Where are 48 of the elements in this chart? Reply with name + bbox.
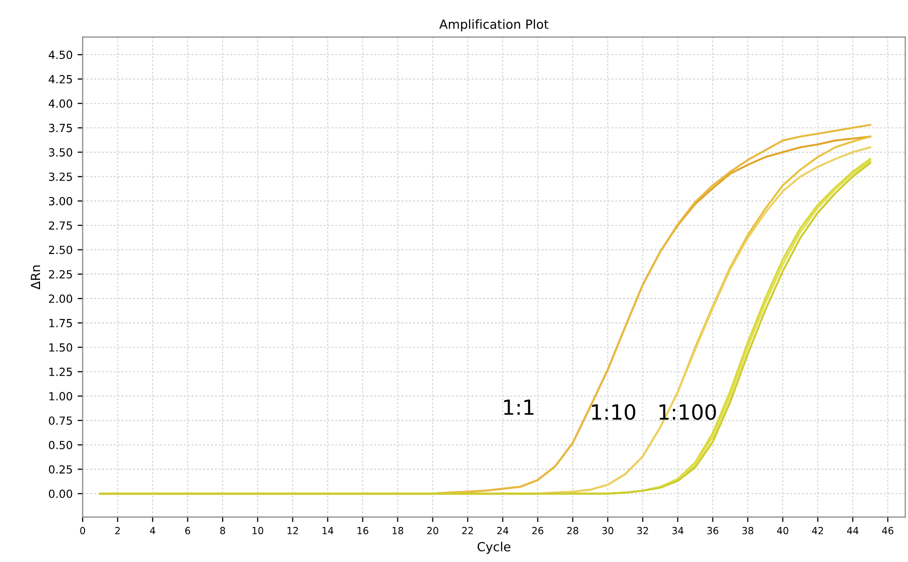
y-tick-label: 1.00 [49, 392, 72, 400]
y-tick-label: 2.75 [48, 221, 72, 230]
y-tick-label: 2.50 [48, 246, 72, 254]
annotation: 1:1 [504, 400, 534, 415]
x-tick-label: 14 [322, 527, 334, 534]
y-tick-label: 0.75 [48, 416, 72, 425]
x-tick-label: 36 [707, 526, 718, 534]
x-tick-label: 12 [288, 526, 298, 534]
x-tick-label: 18 [392, 526, 404, 534]
x-tick-label: 38 [742, 526, 754, 534]
y-axis-title: ΔRn [30, 266, 40, 290]
annotation: 1:10 [592, 404, 636, 420]
y-tick-label: 1.75 [49, 319, 72, 328]
x-tick-label: 44 [847, 527, 858, 534]
x-tick-label: 42 [812, 526, 823, 534]
x-tick-label: 10 [252, 526, 264, 534]
y-tick-label: 0.50 [48, 440, 72, 450]
x-tick-label: 40 [777, 526, 788, 534]
chart-title: Amplification Plot [439, 19, 548, 32]
x-tick-label: 46 [882, 526, 894, 534]
x-tick-label: 24 [497, 526, 508, 534]
y-tick-label: 0.00 [48, 490, 72, 498]
x-tick-label: 30 [602, 526, 614, 534]
y-tick-label: 2.00 [48, 294, 72, 303]
y-tick-label: 2.25 [48, 270, 72, 279]
x-tick-label: 6 [185, 526, 190, 534]
x-tick-label: 26 [532, 526, 544, 534]
x-tick-label: 16 [358, 526, 368, 534]
y-tick-label: 4.50 [48, 50, 72, 60]
x-tick-label: 20 [427, 526, 438, 534]
x-tick-label: 0 [80, 526, 86, 534]
y-tick-label: 1.50 [49, 343, 72, 352]
x-axis-title: Cycle [478, 542, 510, 554]
y-tick-label: 3.25 [49, 172, 72, 181]
y-tick-label: 4.25 [48, 75, 72, 84]
x-tick-label: 32 [637, 526, 648, 534]
x-tick-label: 2 [115, 526, 120, 534]
y-tick-label: 3.75 [49, 124, 72, 132]
y-tick-label: 3.50 [49, 148, 72, 157]
y-tick-label: 0.25 [48, 465, 72, 474]
x-tick-label: 28 [567, 526, 578, 534]
x-tick-label: 8 [220, 526, 226, 534]
x-tick-label: 4 [150, 527, 156, 534]
y-tick-label: 3.00 [49, 196, 72, 206]
y-tick-label: 4.00 [48, 99, 72, 108]
x-tick-label: 22 [462, 526, 473, 534]
y-tick-label: 1.25 [49, 368, 72, 376]
x-tick-label: 34 [672, 526, 684, 534]
